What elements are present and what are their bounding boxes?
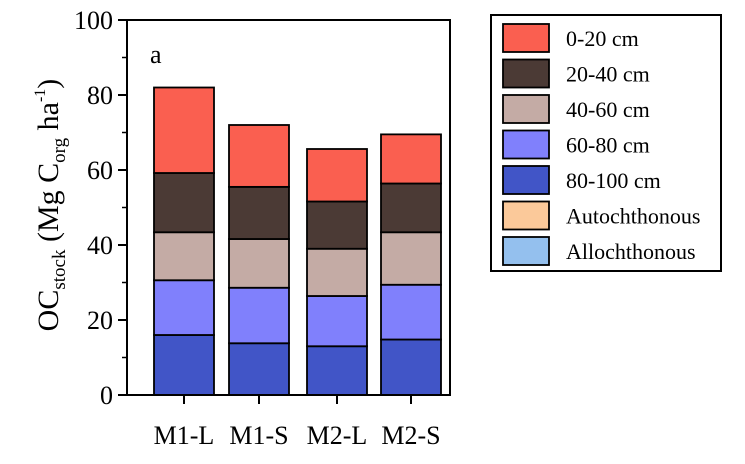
legend-swatch-Allochthonous: [502, 236, 550, 266]
y-tick-label: 0: [100, 381, 113, 410]
legend-swatch-Autochthonous: [502, 200, 550, 231]
bar-segment-M1-L-60-80cm: [153, 279, 215, 336]
axes-layer: 0 20 40 60 80 100 M1-L M1-S M2-L M2-S: [74, 6, 451, 450]
x-tick-label: M2-L: [307, 421, 368, 450]
bar-segment-M2-L-0-20cm: [306, 148, 368, 203]
legend-swatch-20-40cm: [502, 58, 550, 89]
y-tick-label: 40: [87, 231, 113, 260]
legend-swatch-80-100cm: [502, 165, 550, 195]
y-tick-label: 100: [74, 6, 113, 35]
bar-segment-M2-L-80-100cm: [306, 345, 368, 396]
bar-segment-M1-L-0-20cm: [153, 86, 215, 174]
bar-segment-M2-S-0-20cm: [380, 133, 442, 185]
y-tick-label: 60: [87, 156, 113, 185]
bar-segment-M2-L-40-60cm: [306, 247, 368, 297]
legend-label: 20-40 cm: [566, 62, 650, 87]
bar-segment-M1-L-20-40cm: [153, 172, 215, 234]
x-tick-label: M1-L: [154, 421, 215, 450]
y-tick-label: 20: [87, 306, 113, 335]
legend: 0-20 cm 20-40 cm 40-60 cm 60-80 cm 80-100 cm…: [490, 14, 722, 272]
bar-segment-M1-S-40-60cm: [228, 238, 290, 289]
x-tick-label: M1-S: [229, 421, 288, 450]
bar-segment-M1-S-60-80cm: [228, 286, 290, 345]
legend-label: 40-60 cm: [566, 97, 650, 122]
legend-label: Allochthonous: [566, 239, 696, 264]
bar-segment-M2-S-40-60cm: [380, 231, 442, 286]
bar-segment-M1-S-80-100cm: [228, 342, 290, 396]
bar-segment-M2-S-20-40cm: [380, 182, 442, 234]
bars-layer: [153, 86, 442, 396]
legend-label: Autochthonous: [566, 204, 700, 229]
bar-segment-M1-L-80-100cm: [153, 334, 215, 396]
bar-segment-M2-S-80-100cm: [380, 338, 442, 396]
x-tick-label: M2-S: [381, 421, 440, 450]
legend-label: 60-80 cm: [566, 133, 650, 158]
legend-label: 0-20 cm: [566, 26, 639, 51]
bar-segment-M2-L-60-80cm: [306, 295, 368, 348]
panel-label: a: [150, 40, 162, 69]
bar-segment-M2-L-20-40cm: [306, 200, 368, 250]
bar-segment-M1-L-40-60cm: [153, 231, 215, 282]
legend-swatch-40-60cm: [502, 94, 550, 124]
y-tick-label: 80: [87, 81, 113, 110]
y-axis-label: OCstock (Mg Corg ha-1): [32, 79, 70, 332]
legend-swatch-0-20cm: [502, 23, 550, 53]
legend-label: 80-100 cm: [566, 168, 661, 193]
y-axis-title: OCstock (Mg Corg ha-1): [32, 79, 70, 332]
bar-segment-M1-S-20-40cm: [228, 185, 290, 240]
legend-swatch-60-80cm: [502, 129, 550, 160]
bar-segment-M2-S-60-80cm: [380, 283, 442, 341]
bar-segment-M1-S-0-20cm: [228, 124, 290, 188]
